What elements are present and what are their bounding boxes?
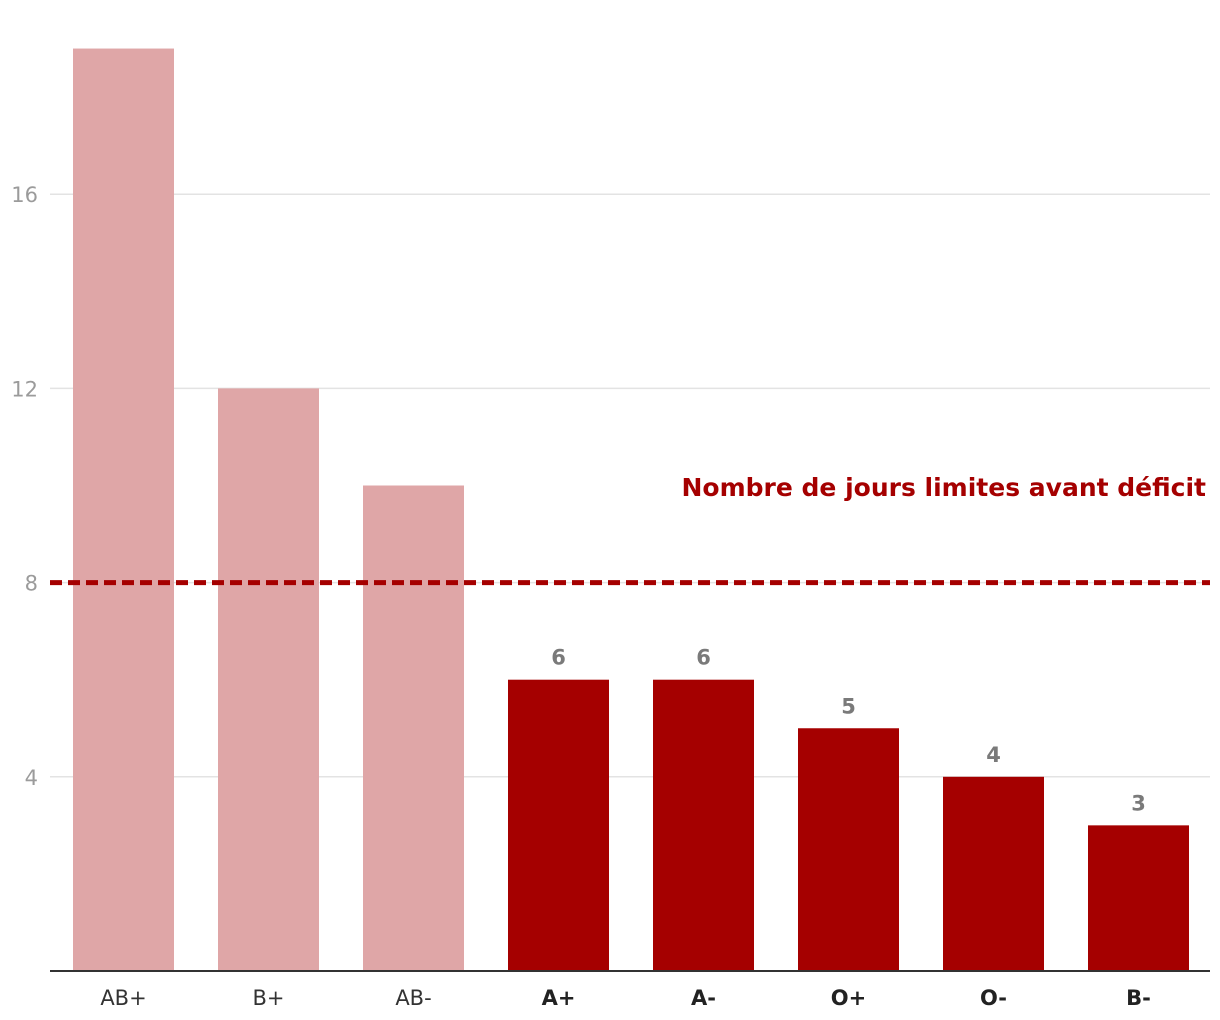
x-tick-label: A+	[542, 986, 576, 1010]
x-tick-label: O-	[980, 986, 1007, 1010]
reference-line-label: Nombre de jours limites avant déficit	[682, 473, 1207, 502]
y-tick-label: 12	[11, 377, 38, 401]
bar-A+	[508, 679, 609, 971]
data-label: 4	[986, 743, 1001, 767]
x-axis-labels: AB+ B+ AB- A+ A- O+ O- B-	[100, 986, 1151, 1010]
bar-O-	[943, 776, 1044, 971]
y-axis-ticks: 4 8 12 16	[11, 183, 38, 790]
x-tick-label: B-	[1126, 986, 1151, 1010]
bar-B+	[218, 388, 319, 971]
bar-O+	[798, 728, 899, 971]
bars	[73, 48, 1189, 972]
x-tick-label: O+	[831, 986, 866, 1010]
y-tick-label: 4	[25, 766, 38, 790]
bar-AB-	[363, 485, 464, 971]
data-labels: 6 6 5 4 3	[551, 646, 1146, 816]
x-tick-label: A-	[691, 986, 716, 1010]
bar-AB+	[73, 48, 174, 972]
data-label: 5	[841, 694, 856, 718]
x-tick-label: B+	[252, 986, 284, 1010]
bar-B-	[1088, 825, 1189, 971]
data-label: 6	[551, 646, 566, 670]
x-tick-label: AB+	[100, 986, 146, 1010]
y-tick-label: 8	[25, 572, 38, 596]
x-tick-label: AB-	[395, 986, 431, 1010]
data-label: 3	[1131, 791, 1146, 815]
y-tick-label: 16	[11, 183, 38, 207]
data-label: 6	[696, 646, 711, 670]
bar-A-	[653, 679, 754, 971]
